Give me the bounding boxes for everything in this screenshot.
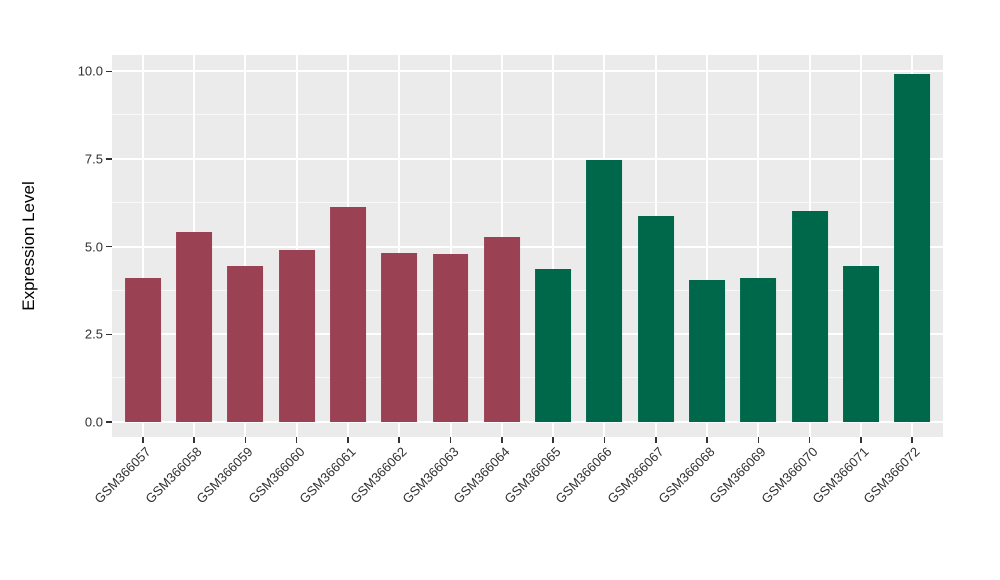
- x-tick-mark: [860, 437, 862, 443]
- y-tick-mark: [106, 70, 112, 73]
- y-tick-mark: [106, 333, 112, 336]
- bar-GSM366062: [381, 252, 418, 422]
- x-tick-mark: [603, 437, 606, 443]
- bar-GSM366063: [432, 254, 469, 422]
- plot-panel: [112, 55, 943, 437]
- y-gridline-major: [112, 70, 943, 73]
- x-tick-mark: [654, 437, 657, 443]
- bar-GSM366071: [842, 266, 879, 422]
- y-gridline-minor: [112, 377, 943, 379]
- y-tick-mark: [106, 158, 112, 160]
- bar-GSM366070: [791, 210, 828, 422]
- y-tick-label: 2.5: [84, 326, 103, 342]
- bar-GSM366065: [535, 268, 572, 422]
- x-tick-mark: [552, 437, 554, 443]
- bar-GSM366067: [637, 215, 674, 422]
- bar-GSM366072: [894, 73, 931, 422]
- x-tick-mark: [193, 437, 195, 443]
- bar-GSM366064: [483, 237, 520, 422]
- y-tick-label: 10.0: [77, 63, 103, 79]
- x-tick-mark: [757, 437, 760, 443]
- x-tick-mark: [295, 437, 298, 443]
- y-gridline-major: [112, 420, 943, 423]
- y-gridline-major: [112, 158, 943, 161]
- bar-GSM366059: [227, 265, 264, 422]
- y-gridline-major: [112, 245, 943, 248]
- y-gridline-minor: [112, 114, 943, 116]
- x-tick-mark: [706, 437, 708, 443]
- y-gridline-major: [112, 333, 943, 336]
- x-tick-mark: [501, 437, 503, 443]
- y-tick-mark: [106, 421, 112, 423]
- y-tick-label: 7.5: [84, 151, 103, 167]
- y-gridline-minor: [112, 201, 943, 203]
- y-tick-label: 0.0: [84, 414, 103, 430]
- bar-GSM366061: [330, 207, 366, 422]
- bar-GSM366068: [689, 280, 725, 422]
- bar-GSM366057: [124, 277, 161, 422]
- x-tick-mark: [808, 437, 811, 443]
- bar-GSM366066: [586, 159, 623, 422]
- bar-GSM366058: [176, 232, 213, 422]
- x-tick-mark: [141, 437, 144, 443]
- y-tick-label: 5.0: [84, 239, 103, 255]
- x-tick-mark: [398, 437, 401, 443]
- x-tick-mark: [347, 437, 349, 443]
- bar-GSM366069: [740, 277, 777, 422]
- x-tick-mark: [449, 437, 452, 443]
- x-tick-mark: [911, 437, 914, 443]
- y-tick-mark: [106, 245, 112, 248]
- x-tick-mark: [244, 437, 247, 443]
- y-axis-title: Expression Level: [19, 181, 38, 311]
- y-gridline-minor: [112, 289, 943, 291]
- bar-GSM366060: [278, 250, 315, 422]
